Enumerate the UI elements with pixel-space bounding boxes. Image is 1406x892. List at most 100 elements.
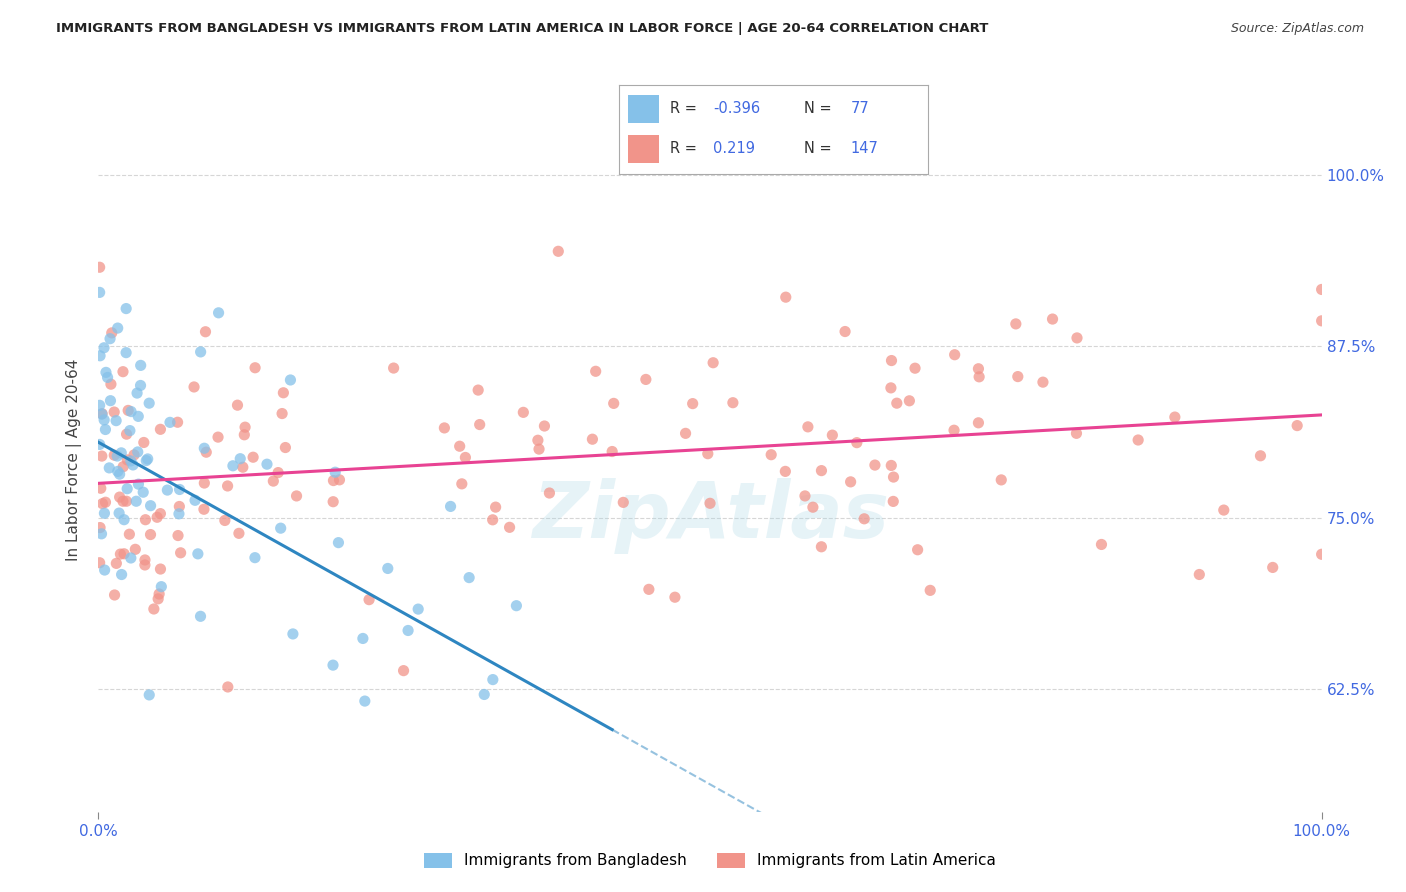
Point — [458, 571, 481, 585]
Point — [167, 528, 190, 542]
Point — [217, 479, 239, 493]
Point — [90, 449, 112, 463]
Point — [91, 497, 114, 511]
Point — [256, 457, 278, 471]
Point — [270, 521, 292, 535]
Point — [146, 591, 169, 606]
Point — [353, 694, 375, 708]
Point — [134, 553, 156, 567]
Point — [882, 494, 904, 508]
Point — [94, 423, 117, 437]
Point — [433, 421, 456, 435]
Point — [533, 419, 555, 434]
Point — [527, 434, 550, 448]
Point — [93, 341, 115, 355]
Point — [274, 441, 297, 455]
Point — [159, 416, 181, 430]
Point — [97, 370, 120, 384]
Point — [89, 398, 111, 412]
Point — [990, 473, 1012, 487]
Point — [271, 407, 294, 421]
Text: 0.219: 0.219 — [713, 142, 755, 156]
Point — [105, 557, 128, 571]
Point — [105, 414, 128, 428]
Point — [920, 583, 942, 598]
Y-axis label: In Labor Force | Age 20-64: In Labor Force | Age 20-64 — [66, 359, 83, 560]
Point — [122, 458, 145, 472]
Point — [810, 540, 832, 554]
Point — [359, 592, 381, 607]
Point — [1310, 314, 1333, 328]
Point — [484, 500, 506, 515]
Point — [125, 386, 148, 401]
Point — [110, 547, 132, 561]
Point — [226, 398, 249, 412]
Point — [193, 442, 215, 456]
Point — [481, 513, 503, 527]
Point — [115, 301, 138, 316]
Point — [214, 513, 236, 527]
Point — [120, 404, 142, 418]
Point — [156, 483, 179, 497]
Point — [392, 664, 415, 678]
Text: -0.396: -0.396 — [713, 102, 761, 116]
Point — [467, 383, 489, 397]
Point — [107, 464, 129, 478]
Text: R =: R = — [669, 142, 696, 156]
Point — [118, 527, 141, 541]
Point — [169, 483, 191, 497]
Point — [117, 403, 139, 417]
Point — [634, 372, 657, 386]
Point — [797, 420, 820, 434]
Point — [834, 325, 856, 339]
Point — [1128, 433, 1150, 447]
Point — [538, 486, 561, 500]
Point — [839, 475, 862, 489]
Point — [111, 365, 134, 379]
Point — [149, 507, 172, 521]
Point — [110, 567, 132, 582]
Point — [169, 546, 191, 560]
Point — [112, 547, 135, 561]
Point — [100, 377, 122, 392]
Point — [967, 369, 990, 384]
Point — [195, 445, 218, 459]
Point — [89, 437, 111, 451]
Point — [115, 494, 138, 508]
Point — [166, 415, 188, 429]
Text: ZipAtlas: ZipAtlas — [531, 478, 889, 554]
Point — [880, 353, 903, 368]
Point — [105, 449, 128, 463]
Point — [91, 407, 114, 421]
Point — [498, 520, 520, 534]
Point — [1042, 312, 1064, 326]
Point — [89, 349, 111, 363]
Point — [129, 378, 152, 392]
Point — [232, 460, 254, 475]
Point — [187, 547, 209, 561]
Point — [1188, 567, 1211, 582]
Point — [115, 482, 138, 496]
Point — [1066, 331, 1088, 345]
Point — [898, 393, 921, 408]
Point — [281, 627, 304, 641]
Point — [229, 451, 252, 466]
Point — [90, 481, 112, 495]
Point — [406, 602, 429, 616]
Point — [135, 453, 157, 467]
Point — [89, 556, 111, 570]
Point — [132, 485, 155, 500]
Point — [468, 417, 491, 432]
Point — [194, 325, 217, 339]
Point — [89, 260, 111, 275]
Point — [1164, 410, 1187, 425]
Point — [108, 506, 131, 520]
Point — [280, 373, 302, 387]
Point — [702, 356, 724, 370]
Point — [267, 466, 290, 480]
Point — [328, 473, 350, 487]
Point — [93, 563, 115, 577]
Point — [120, 454, 142, 468]
Point — [761, 448, 783, 462]
Point — [134, 558, 156, 572]
